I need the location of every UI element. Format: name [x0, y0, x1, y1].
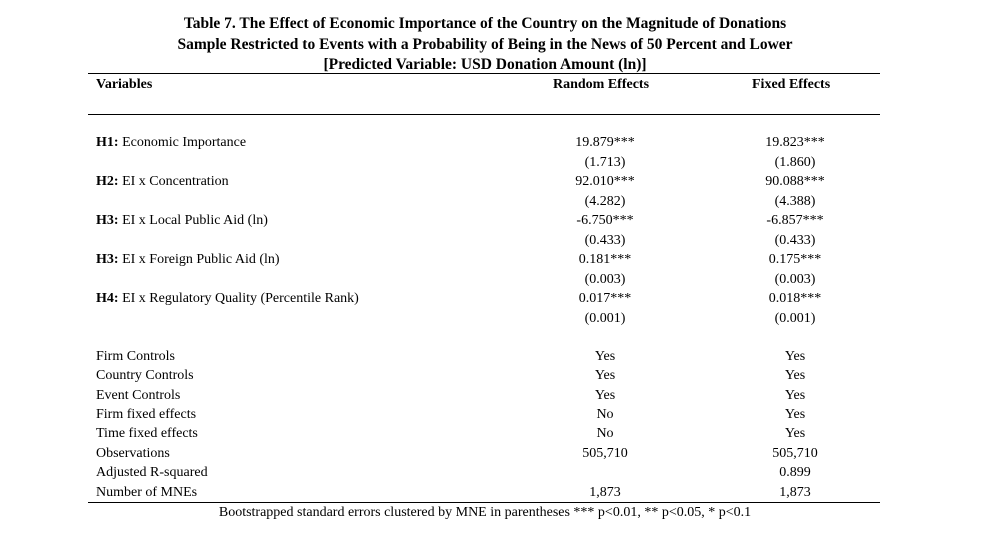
fe-value: Yes [784, 407, 806, 422]
variable-label: H3: EI x Local Public Aid (ln) [96, 213, 268, 228]
fe-standard-error: (0.003) [774, 272, 816, 287]
re-coefficient: 0.017*** [578, 291, 632, 306]
control-label: Country Controls [96, 368, 194, 383]
re-coefficient: 19.879*** [575, 135, 635, 150]
fe-standard-error: (0.001) [774, 311, 816, 326]
bottom-rule [88, 502, 880, 503]
control-label: Firm Controls [96, 349, 175, 364]
fe-coefficient: 19.823*** [765, 135, 825, 150]
header-rule [88, 114, 880, 115]
re-value: No [596, 426, 614, 441]
control-label: Observations [96, 446, 170, 461]
variable-label: H1: Economic Importance [96, 135, 247, 150]
control-label: Time fixed effects [96, 426, 198, 441]
re-value: 1,873 [589, 485, 621, 500]
re-coefficient: -6.750*** [576, 213, 634, 228]
re-standard-error: (0.433) [584, 233, 626, 248]
re-standard-error: (4.282) [584, 194, 626, 209]
re-value: 505,710 [582, 446, 628, 461]
fe-coefficient: 0.018*** [768, 291, 822, 306]
re-standard-error: (0.001) [584, 311, 626, 326]
fe-value: 0.899 [779, 465, 811, 480]
re-coefficient: 92.010*** [575, 174, 635, 189]
fe-standard-error: (0.433) [774, 233, 816, 248]
re-value: No [596, 407, 614, 422]
table-title-line-3: [Predicted Variable: USD Donation Amount… [323, 56, 647, 73]
fe-coefficient: -6.857*** [766, 213, 824, 228]
fe-standard-error: (1.860) [774, 155, 816, 170]
table-title-line-1: Table 7. The Effect of Economic Importan… [183, 15, 787, 32]
header-variables: Variables [96, 77, 153, 92]
fe-coefficient: 0.175*** [768, 252, 822, 267]
table-footnote: Bootstrapped standard errors clustered b… [218, 505, 752, 520]
fe-value: 505,710 [772, 446, 818, 461]
re-value: Yes [594, 349, 616, 364]
table-title-line-2: Sample Restricted to Events with a Proba… [177, 36, 793, 53]
fe-standard-error: (4.388) [774, 194, 816, 209]
re-standard-error: (0.003) [584, 272, 626, 287]
control-label: Adjusted R-squared [96, 465, 208, 480]
fe-value: Yes [784, 349, 806, 364]
re-standard-error: (1.713) [584, 155, 626, 170]
variable-label: H4: EI x Regulatory Quality (Percentile … [96, 291, 359, 306]
fe-value: Yes [784, 368, 806, 383]
fe-value: Yes [784, 388, 806, 403]
fe-value: 1,873 [779, 485, 811, 500]
header-fixed-effects: Fixed Effects [752, 77, 831, 92]
re-value: Yes [594, 388, 616, 403]
variable-label: H3: EI x Foreign Public Aid (ln) [96, 252, 280, 267]
control-label: Firm fixed effects [96, 407, 197, 422]
variable-label: H2: EI x Concentration [96, 174, 229, 189]
top-rule [88, 73, 880, 74]
fe-coefficient: 90.088*** [765, 174, 825, 189]
re-value: Yes [594, 368, 616, 383]
re-coefficient: 0.181*** [578, 252, 632, 267]
control-label: Event Controls [96, 388, 181, 403]
fe-value: Yes [784, 426, 806, 441]
header-random-effects: Random Effects [553, 77, 650, 92]
control-label: Number of MNEs [96, 485, 198, 500]
